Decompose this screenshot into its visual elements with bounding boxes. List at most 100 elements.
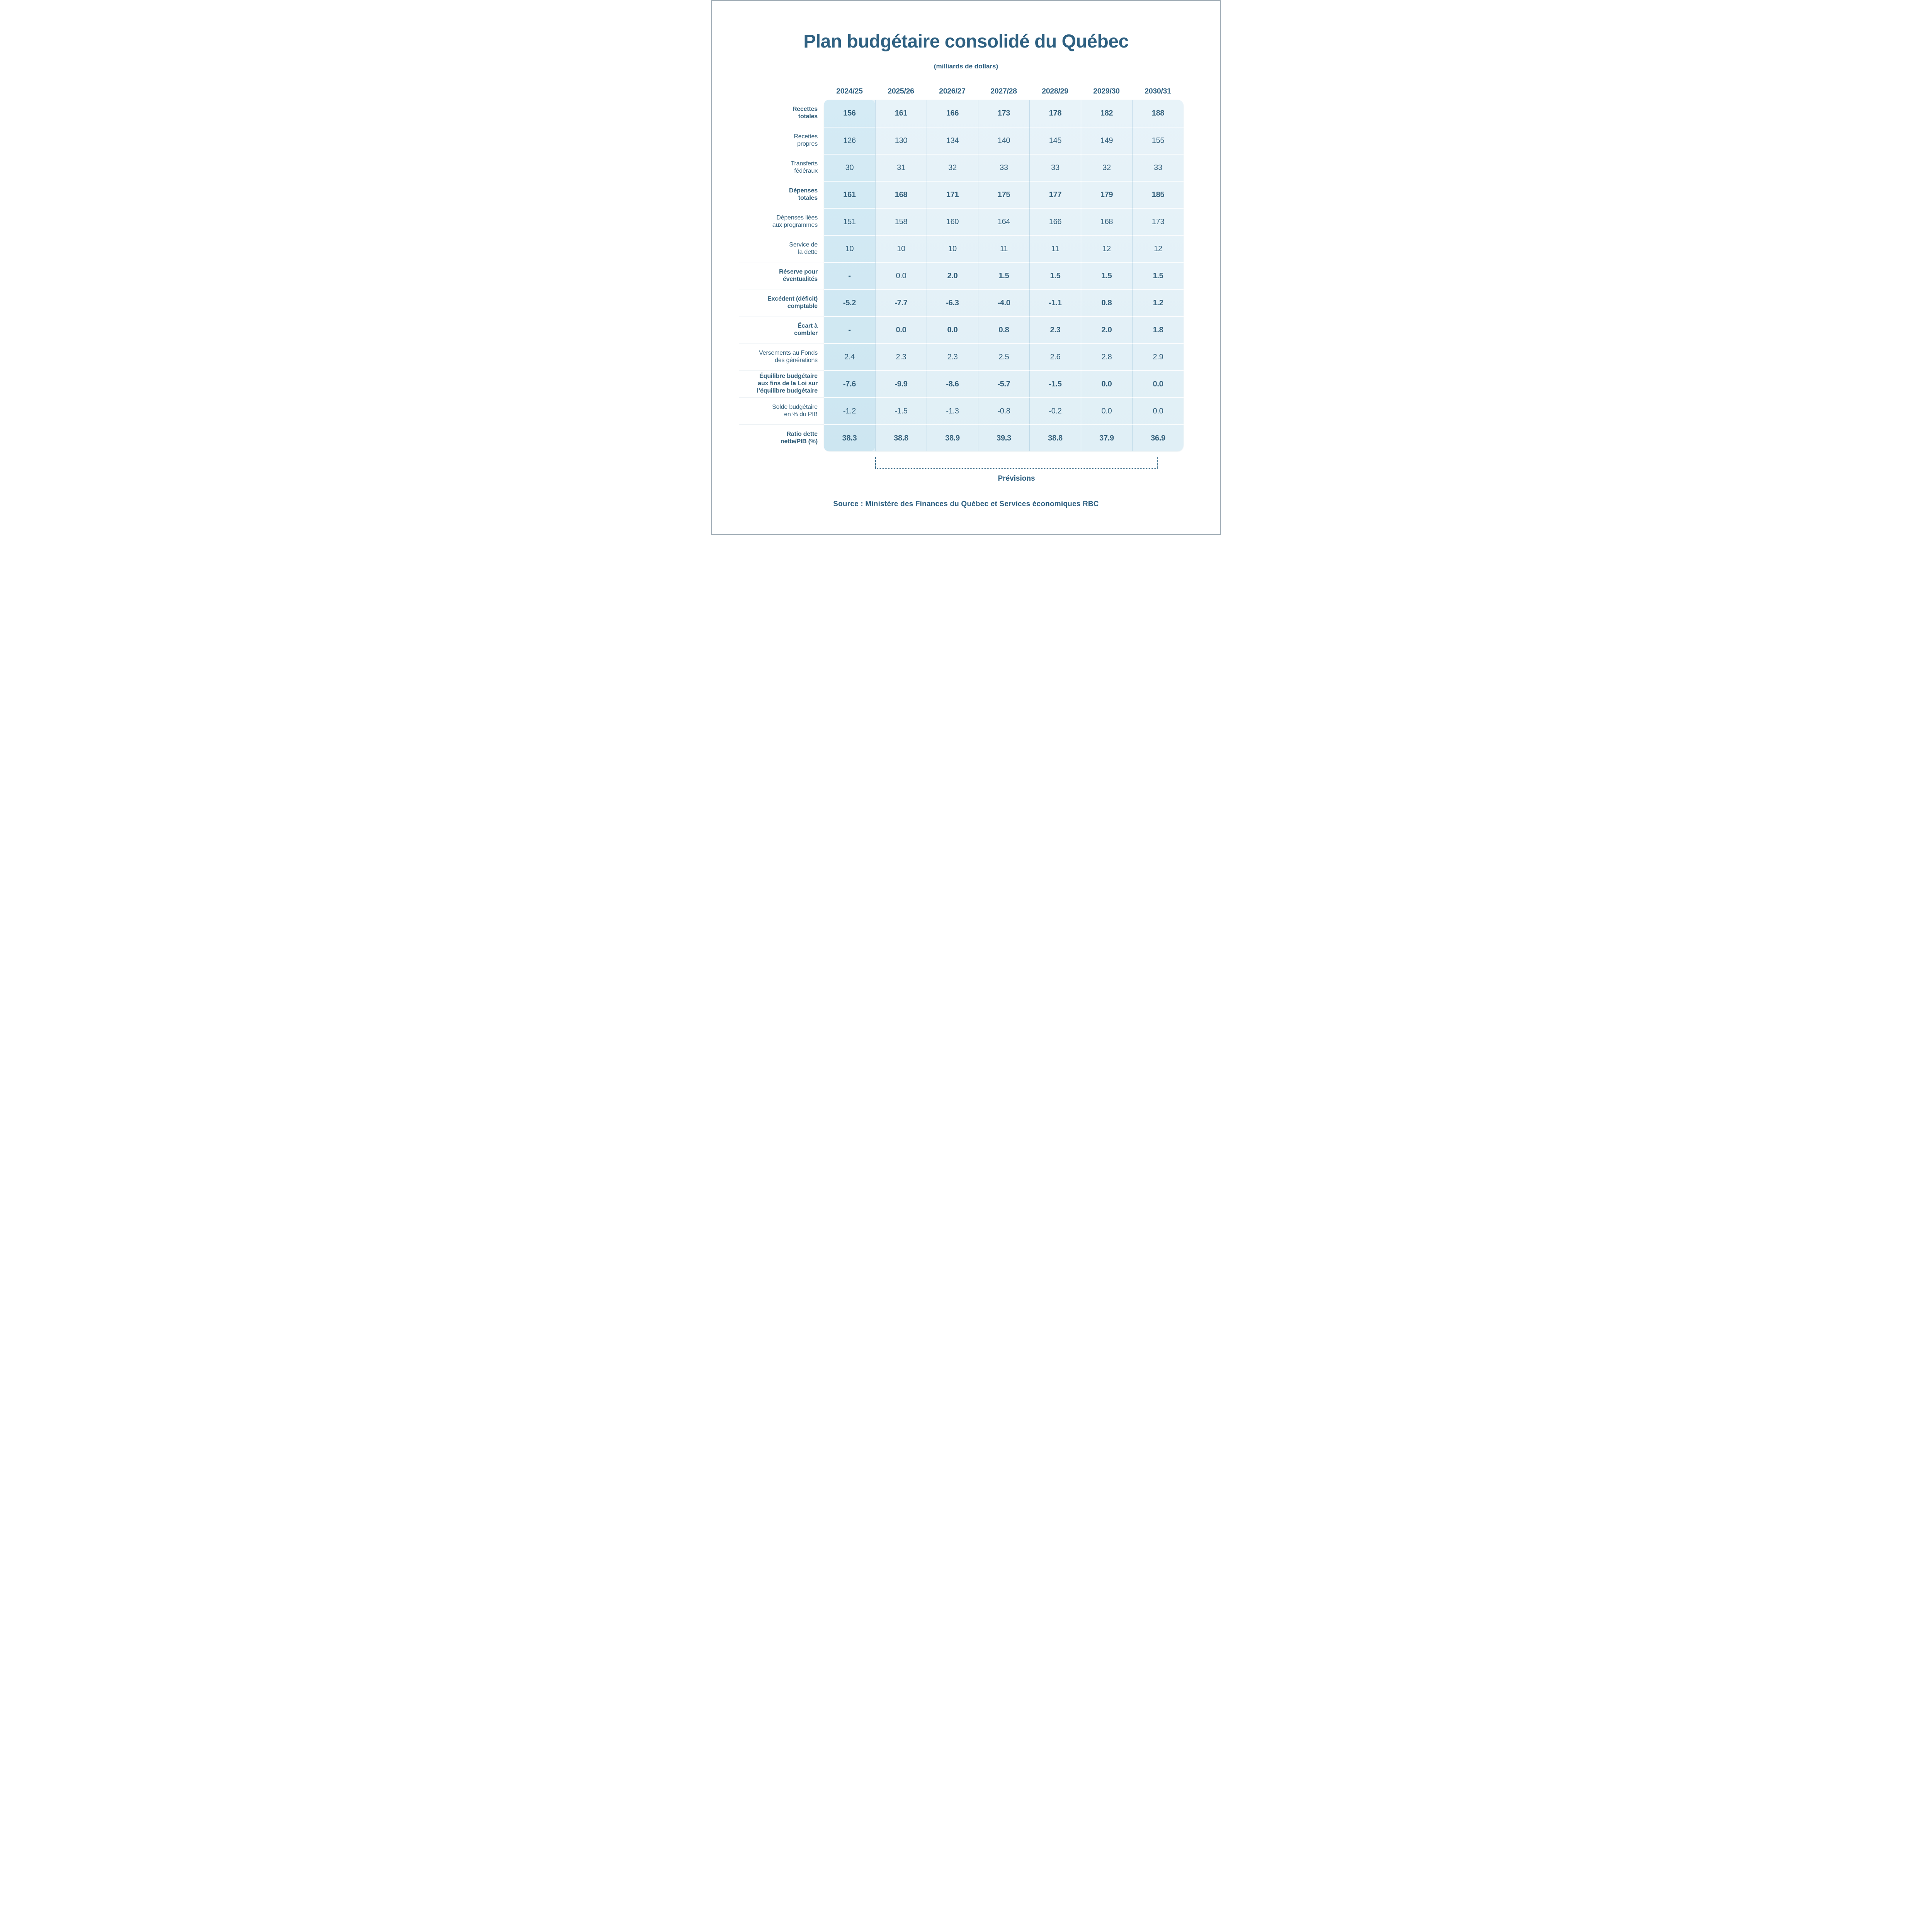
column-headers: 2024/25 2025/26 2026/27 2027/28 2028/29 2029/… (739, 83, 1184, 100)
row-label-line: Dépenses liées (776, 214, 818, 221)
value-cell: 179 (1081, 181, 1132, 208)
row-label: Service de la dette (739, 235, 824, 262)
row-label-line: Équilibre budgétaire (759, 373, 818, 380)
row-label-line: éventualités (782, 276, 818, 282)
value-cell: 38.8 (1029, 424, 1081, 451)
value-cell: 188 (1132, 100, 1184, 127)
value-cell: -9.9 (875, 370, 927, 397)
row-label-line: aux programmes (772, 221, 818, 228)
row-label-line: la dette (798, 248, 818, 255)
value-cell: 0.0 (1132, 397, 1184, 424)
value-cell: 173 (978, 100, 1029, 127)
value-cell: 10 (875, 235, 927, 262)
value-cell: 39.3 (978, 424, 1029, 451)
value-cell: -0.8 (978, 397, 1029, 424)
value-cell: 32 (1081, 154, 1132, 181)
value-cell: 2.4 (824, 343, 875, 370)
value-cell: 140 (978, 127, 1029, 154)
value-cell: 155 (1132, 127, 1184, 154)
row-label-line: Écart à (798, 322, 818, 329)
row-label-line: Réserve pour (779, 268, 818, 275)
value-cell: 185 (1132, 181, 1184, 208)
value-cell: 161 (875, 100, 927, 127)
row-label-line: Versements au Fonds (759, 349, 818, 356)
value-cell: 30 (824, 154, 875, 181)
row-label-line: Dépenses (789, 187, 818, 194)
value-cell: -8.6 (927, 370, 978, 397)
row-label: Ratio dette nette/PIB (%) (739, 424, 824, 451)
value-cell: 156 (843, 109, 856, 117)
row-label: Recettes totales (739, 100, 824, 127)
value-cell: 171 (927, 181, 978, 208)
row-label-line: aux fins de la Loi sur (758, 380, 818, 387)
data-grid: Recettes totales 156 161 166 173 178 182 188 Rece… (739, 100, 1184, 451)
row-label: Réserve pour éventualités (739, 262, 824, 289)
value-cell: - (824, 262, 875, 289)
column-header: 2029/30 (1093, 87, 1120, 95)
value-cell: 166 (1029, 208, 1081, 235)
row-label-line: Excédent (déficit) (767, 295, 818, 302)
value-cell: 33 (1132, 154, 1184, 181)
value-cell: 12 (1132, 235, 1184, 262)
page-title: Plan budgétaire consolidé du Québec (803, 31, 1129, 52)
row-label-line: Ratio dette (786, 430, 818, 437)
page-subtitle: (milliards de dollars) (934, 63, 998, 70)
column-header: 2025/26 (888, 87, 914, 95)
row-label: Dépenses liées aux programmes (739, 208, 824, 235)
value-cell: 12 (1081, 235, 1132, 262)
value-cell: -1.5 (1029, 370, 1081, 397)
value-cell: -6.3 (927, 289, 978, 316)
value-cell: 161 (824, 181, 875, 208)
value-cell: 168 (875, 181, 927, 208)
row-label: Dépenses totales (739, 181, 824, 208)
value-cell: 145 (1029, 127, 1081, 154)
row-label: Équilibre budgétaire aux fins de la Loi s… (739, 370, 824, 397)
value-cell: 2.8 (1081, 343, 1132, 370)
value-cell: 160 (927, 208, 978, 235)
value-cell: 11 (1029, 235, 1081, 262)
value-cell: 38.8 (875, 424, 927, 451)
value-cell: 126 (824, 127, 875, 154)
value-cell: 1.5 (1029, 262, 1081, 289)
value-cell: 1.5 (1132, 262, 1184, 289)
column-header: 2026/27 (939, 87, 966, 95)
value-cell: 149 (1081, 127, 1132, 154)
value-cell: -1.1 (1029, 289, 1081, 316)
value-cell: -0.2 (1029, 397, 1081, 424)
value-cell: 2.0 (927, 262, 978, 289)
value-cell: -1.5 (875, 397, 927, 424)
value-cell: 11 (978, 235, 1029, 262)
value-cell: 0.0 (875, 262, 927, 289)
value-cell: 0.0 (1081, 397, 1132, 424)
budget-table: 2024/25 2025/26 2026/27 2027/28 2028/29 2029/… (739, 83, 1184, 451)
value-cell: 38.9 (927, 424, 978, 451)
value-cell: 168 (1081, 208, 1132, 235)
row-label: Excédent (déficit) comptable (739, 289, 824, 316)
row-label-line: combler (794, 330, 818, 337)
column-header: 2027/28 (990, 87, 1017, 95)
row-label: Versements au Fonds des générations (739, 343, 824, 370)
forecast-bracket (875, 457, 1158, 469)
value-cell: 173 (1132, 208, 1184, 235)
value-cell: - (824, 316, 875, 343)
row-label-line: des générations (775, 357, 818, 364)
row-label-line: comptable (787, 303, 818, 310)
value-cell: 175 (978, 181, 1029, 208)
row-label-line: Recettes (794, 133, 818, 140)
value-cell: 31 (875, 154, 927, 181)
row-label: Solde budgétaire en % du PIB (739, 397, 824, 424)
value-cell: 2.3 (875, 343, 927, 370)
value-cell: 1.8 (1132, 316, 1184, 343)
row-label-line: nette/PIB (%) (780, 438, 818, 445)
value-cell: 0.8 (978, 316, 1029, 343)
value-cell: 0.0 (875, 316, 927, 343)
value-cell: 33 (978, 154, 1029, 181)
value-cell: 151 (824, 208, 875, 235)
value-cell: 134 (927, 127, 978, 154)
infographic-canvas: Plan budgétaire consolidé du Québec (mil… (711, 0, 1221, 535)
column-header: 2024/25 (836, 87, 863, 95)
value-cell: 1.5 (1081, 262, 1132, 289)
value-cell: -7.6 (824, 370, 875, 397)
value-cell: 130 (875, 127, 927, 154)
row-label-line: en % du PIB (784, 411, 818, 418)
